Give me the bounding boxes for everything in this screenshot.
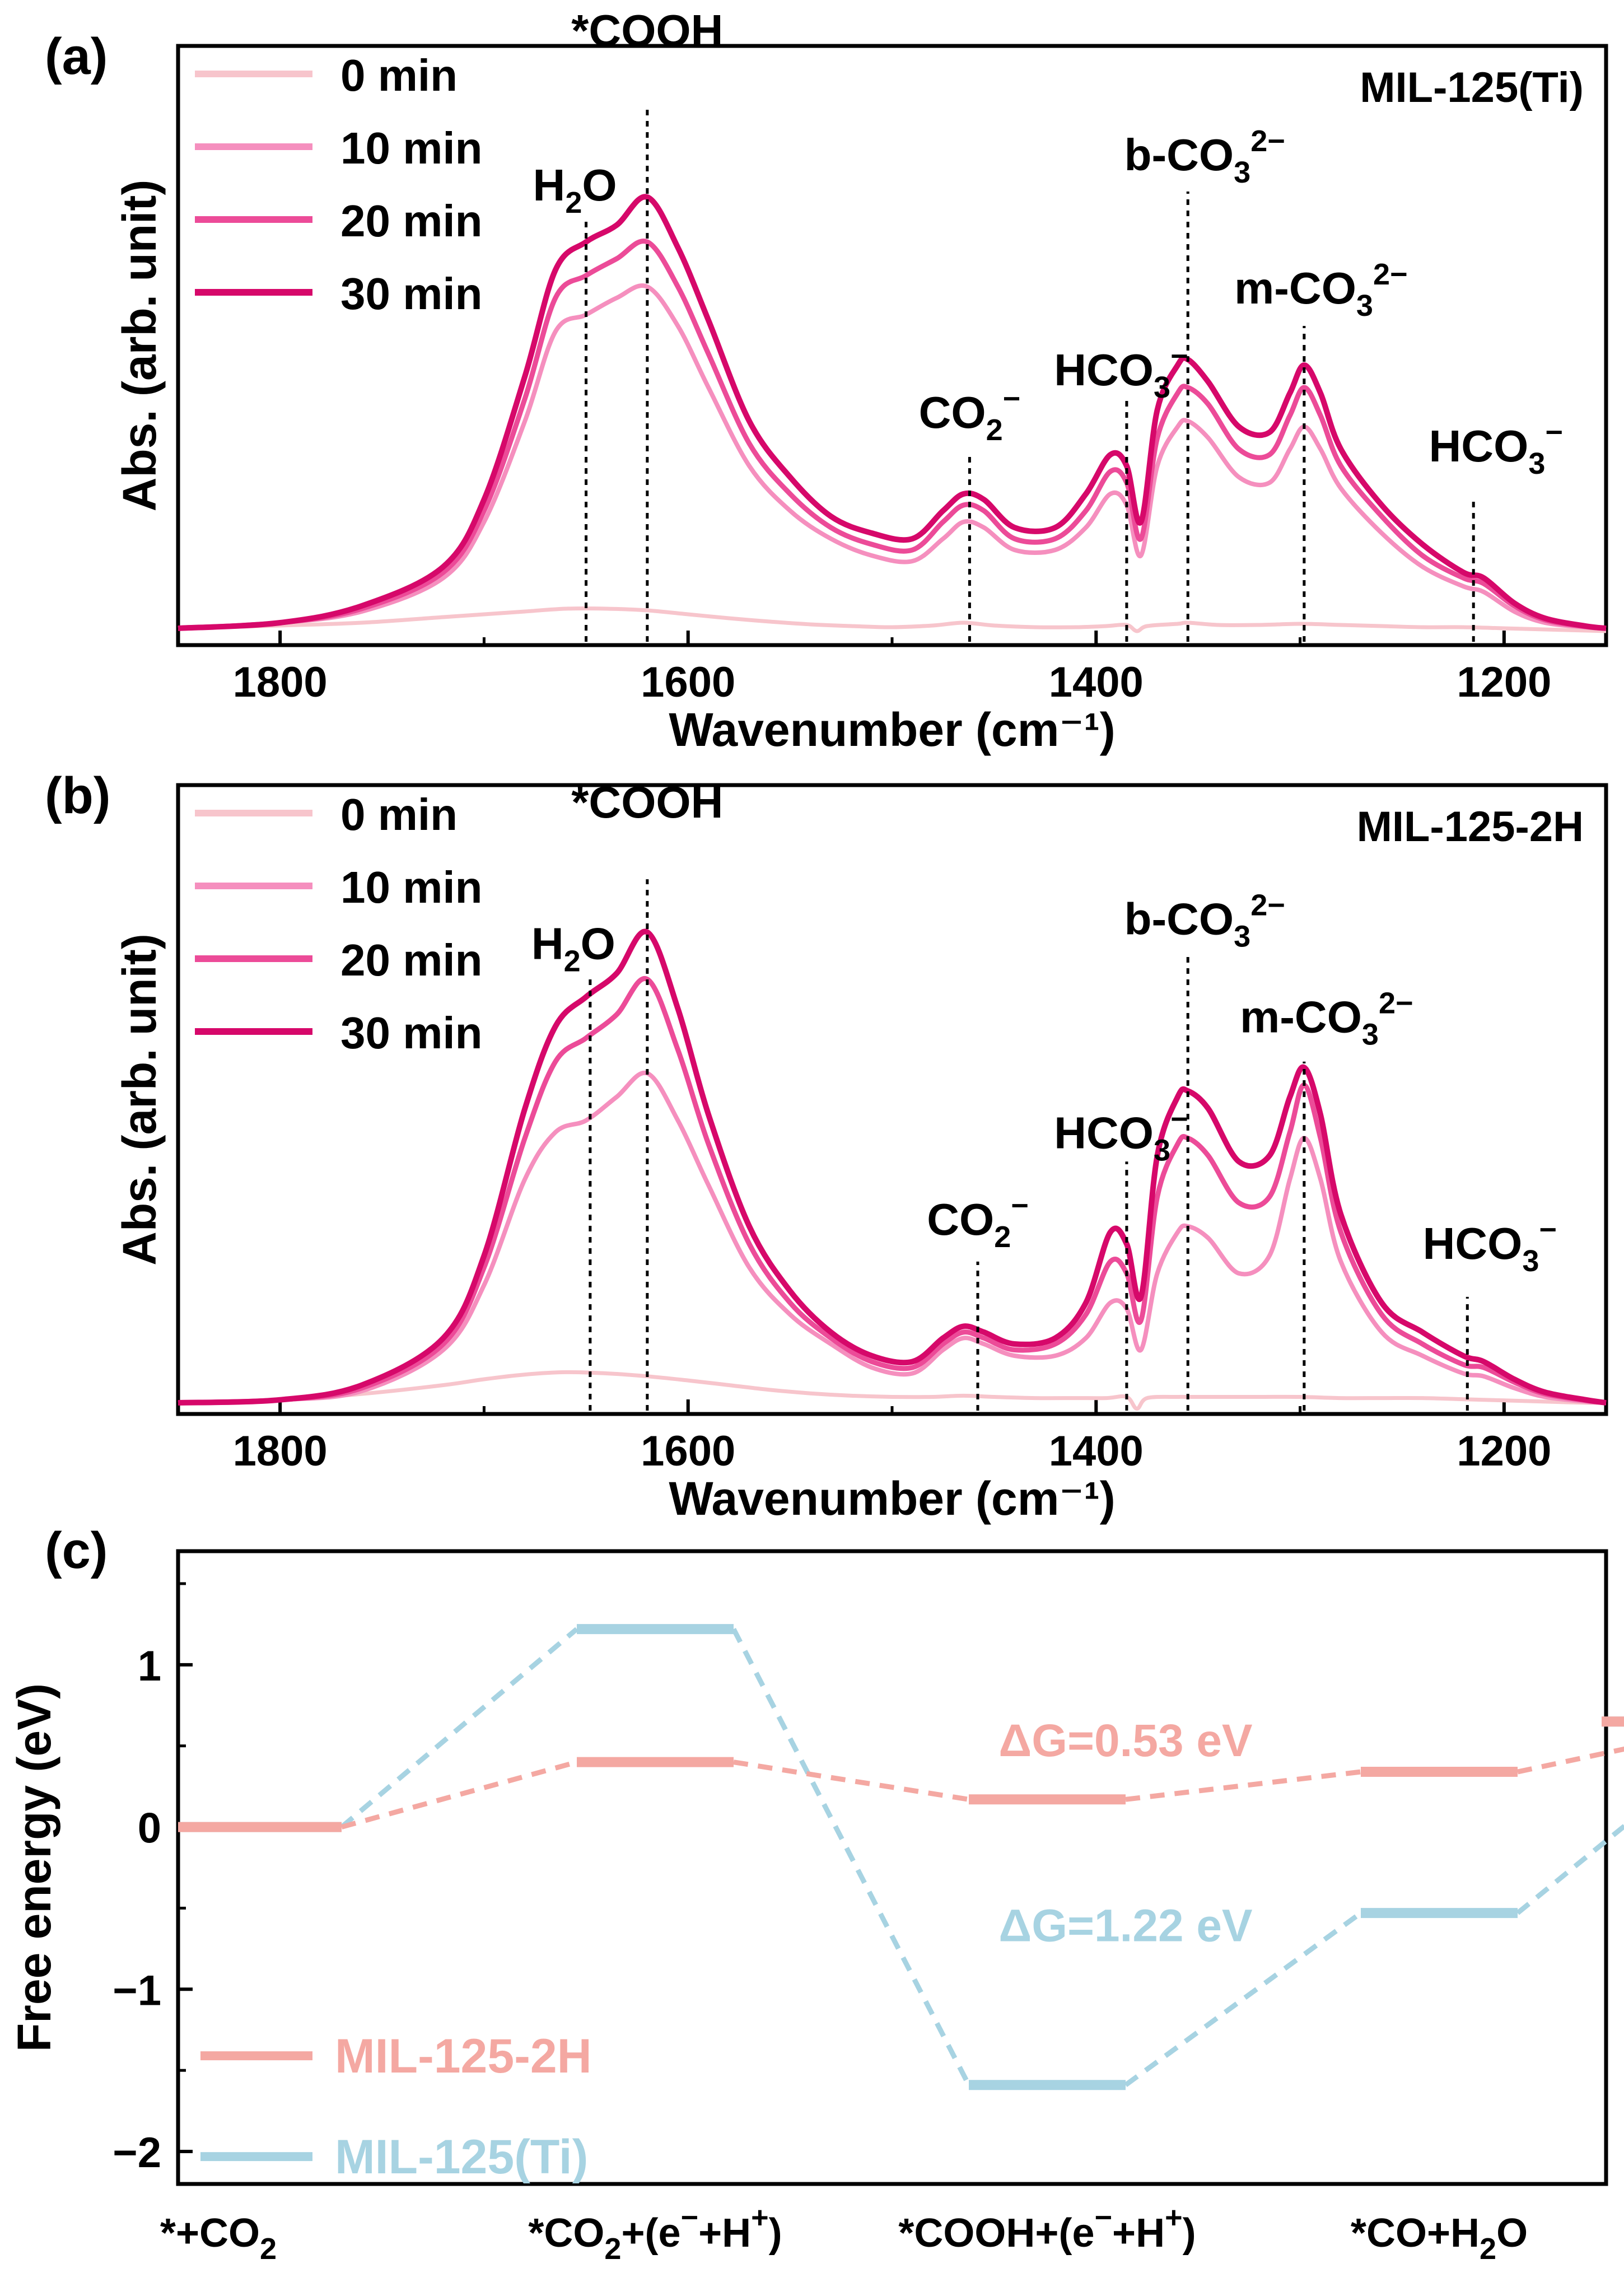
- peak-label: HCO3−: [1054, 1102, 1188, 1167]
- x-tick-label: 1600: [641, 1427, 735, 1475]
- energy-connector: [340, 1759, 578, 1829]
- sample-name: MIL-125(Ti): [1360, 64, 1584, 111]
- peak-label: m-CO32−: [1234, 258, 1407, 323]
- peak-label: HCO3−: [1423, 1213, 1557, 1278]
- energy-connector: [1516, 1823, 1624, 1915]
- legend-label: 20 min: [340, 935, 482, 985]
- peak-label: b-CO32−: [1124, 124, 1285, 189]
- spectrum-line-10-min: [178, 283, 1607, 631]
- energy-connector: [731, 1628, 971, 2087]
- panel-label: (c): [45, 1522, 108, 1579]
- legend-label: 10 min: [340, 862, 482, 912]
- x-tick-label: 1400: [1049, 659, 1144, 706]
- legend-label: 30 min: [340, 1008, 482, 1058]
- delta-g-label: ΔG=0.53 eV: [998, 1715, 1253, 1766]
- y-axis-title: Abs. (arb. unit): [113, 934, 166, 1266]
- spectrum-line-30-min: [178, 928, 1607, 1406]
- category-label: *COOH+(e−+H+): [898, 2201, 1196, 2256]
- y-tick-label: 1: [138, 1642, 161, 1690]
- peak-label: H2O: [533, 160, 617, 220]
- delta-g-label: ΔG=1.22 eV: [998, 1900, 1253, 1951]
- category-label: *CO2+(e−+H+): [528, 2201, 782, 2266]
- x-tick-label: 1200: [1457, 1427, 1551, 1475]
- x-tick-label: 1800: [233, 1427, 328, 1475]
- category-label: *CO+H2O: [1351, 2211, 1528, 2266]
- x-axis-title: Wavenumber (cm⁻¹): [669, 703, 1115, 756]
- legend-label: 10 min: [340, 123, 482, 173]
- legend-label: MIL-125-2H: [335, 2029, 592, 2083]
- legend-label: 30 min: [340, 269, 482, 319]
- panel-label: (a): [45, 28, 108, 85]
- peak-label: b-CO32−: [1124, 889, 1285, 954]
- panel-b-ir-spectra-mil-125-2h: 1800 1600 1400 1200 Wavenumber (cm⁻¹) Abs. (a…: [45, 767, 1608, 1525]
- peak-label: m-CO32−: [1240, 987, 1413, 1052]
- energy-connector: [1125, 1769, 1361, 1802]
- y-tick-label: −1: [113, 1967, 161, 2014]
- peak-label: CO2−: [919, 382, 1021, 447]
- x-tick-label: 1400: [1049, 1427, 1144, 1475]
- y-tick-label: −2: [113, 2129, 161, 2177]
- y-axis-title: Abs. (arb. unit): [113, 180, 166, 512]
- peak-label: CO2−: [927, 1189, 1029, 1254]
- panel-a-ir-spectra-mil-125-ti: 1800 1600 1400 1200 Wavenumber (cm⁻¹) Abs. (a…: [45, 6, 1608, 756]
- spectrum-line-20-min: [178, 976, 1607, 1406]
- legend-label: MIL-125(Ti): [335, 2130, 588, 2184]
- spectrum-line-0-min: [178, 606, 1607, 633]
- peak-label: HCO3−: [1429, 416, 1563, 480]
- spectrum-line-20-min: [178, 239, 1607, 631]
- spectrum-line-10-min: [178, 1070, 1607, 1405]
- peak-label: H2O: [531, 919, 615, 978]
- category-label: *+CO2: [160, 2211, 277, 2266]
- panel-label: (b): [45, 767, 110, 824]
- sample-name: MIL-125-2H: [1357, 803, 1584, 851]
- legend-label: 0 min: [340, 50, 458, 100]
- y-axis-title: Free energy (eV): [8, 1683, 60, 2052]
- peak-label: *COOH: [571, 6, 723, 55]
- spectrum-line-0-min: [178, 1370, 1607, 1411]
- x-tick-label: 1800: [233, 659, 328, 706]
- x-axis-title: Wavenumber (cm⁻¹): [669, 1472, 1115, 1525]
- y-tick-label: 0: [138, 1805, 161, 1852]
- x-tick-label: 1200: [1457, 659, 1551, 706]
- legend-label: 20 min: [340, 196, 482, 246]
- spectrum-line-30-min: [178, 194, 1607, 631]
- energy-connector: [340, 1627, 578, 1829]
- legend-label: 0 min: [340, 790, 458, 839]
- peak-label: *COOH: [571, 777, 723, 827]
- peak-label: HCO3−: [1054, 339, 1188, 404]
- panel-c-free-energy-diagram: −2 −1 0 1 Free energy (eV) *+CO2 *CO2+(e−+H+) *…: [8, 1522, 1624, 2266]
- plot-frame: [176, 1549, 1608, 2186]
- x-tick-label: 1600: [641, 659, 735, 706]
- energy-connector: [733, 1759, 969, 1802]
